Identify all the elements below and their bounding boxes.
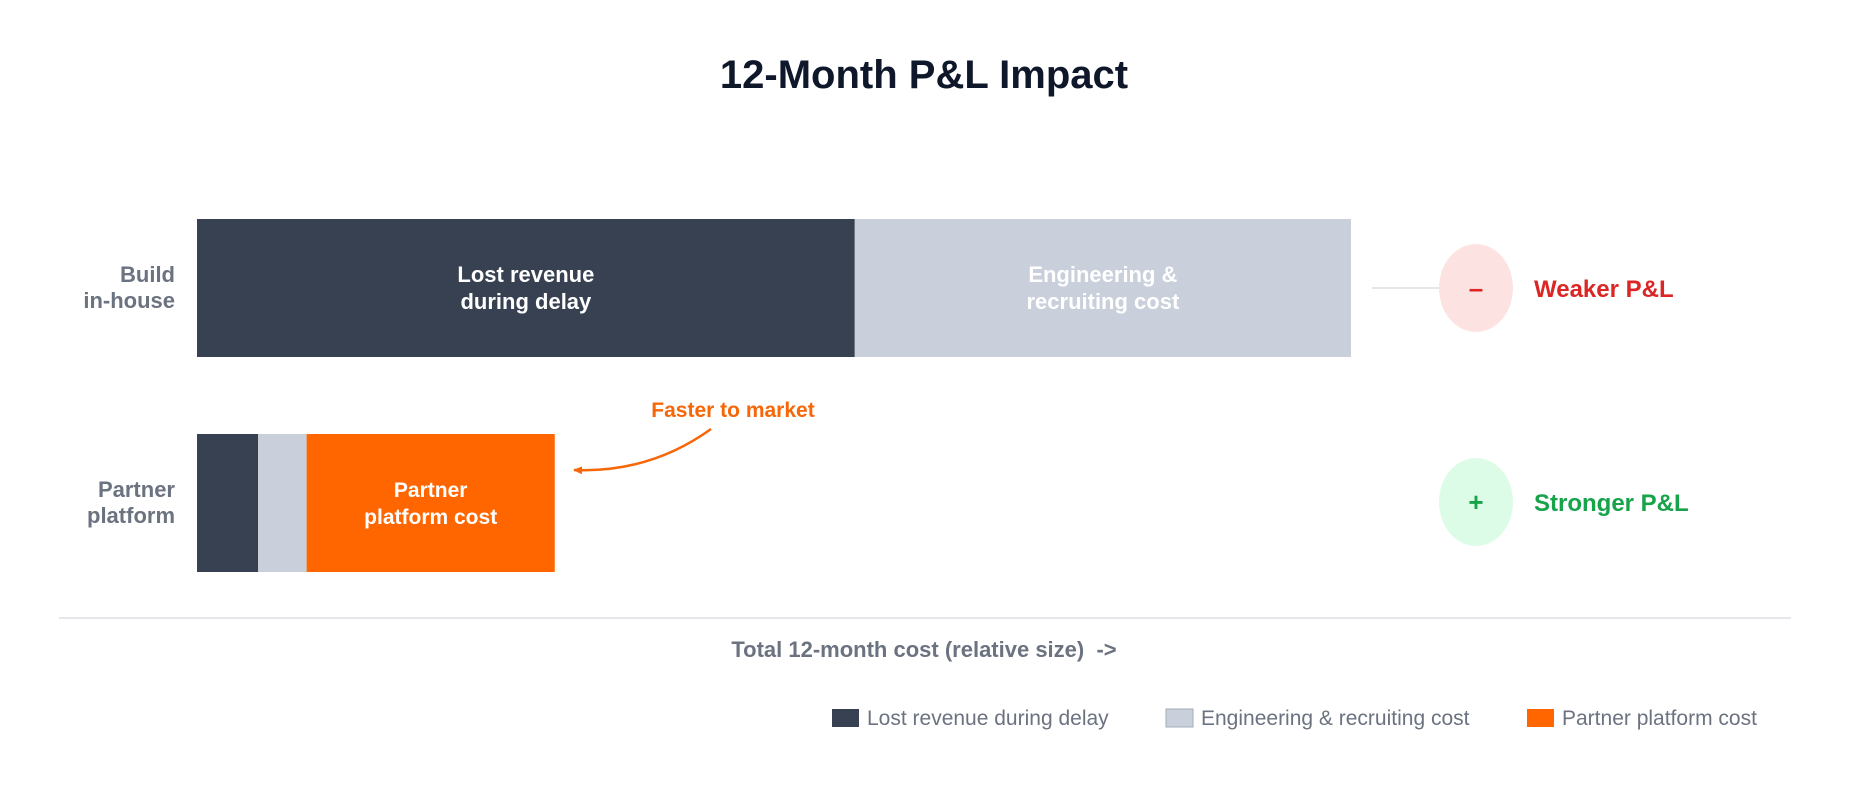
annotation-arrow [573, 427, 712, 475]
legend-swatch-partner-cost [1527, 709, 1554, 727]
legend-swatch-engineering-cost [1165, 708, 1194, 728]
bar-partner-platform-cost [306, 434, 555, 572]
legend-label-partner-cost: Partner platform cost [1562, 707, 1757, 730]
segment-label-partner-cost-line2: platform cost [364, 506, 497, 529]
legend-swatch-lost-revenue [832, 709, 859, 727]
bar-build-lost-revenue [197, 219, 855, 357]
segment-label-engineering-cost-line1: Engineering & [1028, 262, 1177, 287]
plus-icon: + [1468, 487, 1483, 517]
row-label-build-line2: in-house [83, 288, 175, 313]
segment-label-lost-revenue-line2: during delay [460, 289, 592, 314]
impact-stronger: + Stronger P&L [1439, 458, 1689, 546]
segment-label-lost-revenue-line1: Lost revenue [457, 262, 594, 287]
bar-partner-lost-revenue [197, 434, 259, 572]
impact-weaker: – Weaker P&L [1439, 244, 1674, 332]
minus-icon: – [1469, 273, 1483, 303]
segment-label-partner-cost-line1: Partner [394, 479, 468, 502]
chart-title: 12-Month P&L Impact [720, 53, 1128, 97]
legend: Lost revenue during delay Engineering & … [832, 707, 1757, 730]
row-label-partner-line1: Partner [98, 477, 175, 502]
row-label-partner: Partner platform [87, 477, 175, 528]
impact-stronger-label: Stronger P&L [1534, 490, 1689, 517]
legend-label-engineering-cost: Engineering & recruiting cost [1201, 707, 1470, 730]
bar-partner-engineering-cost [258, 434, 307, 572]
segment-label-engineering-cost: Engineering & recruiting cost [1026, 262, 1179, 314]
row-label-partner-line2: platform [87, 503, 175, 528]
row-label-build: Build in-house [83, 262, 175, 313]
annotation-text: Faster to market [651, 399, 814, 422]
bar-build-engineering-cost [854, 219, 1351, 357]
x-axis-label: Total 12-month cost (relative size) -> [731, 637, 1116, 662]
segment-label-lost-revenue: Lost revenue during delay [457, 262, 594, 314]
impact-stronger-circle [1439, 458, 1513, 546]
row-label-build-line1: Build [120, 262, 175, 287]
impact-weaker-circle [1439, 244, 1513, 332]
segment-label-engineering-cost-line2: recruiting cost [1026, 289, 1179, 314]
impact-weaker-label: Weaker P&L [1534, 276, 1674, 303]
legend-label-lost-revenue: Lost revenue during delay [867, 707, 1109, 730]
segment-label-partner-cost: Partner platform cost [364, 479, 497, 529]
